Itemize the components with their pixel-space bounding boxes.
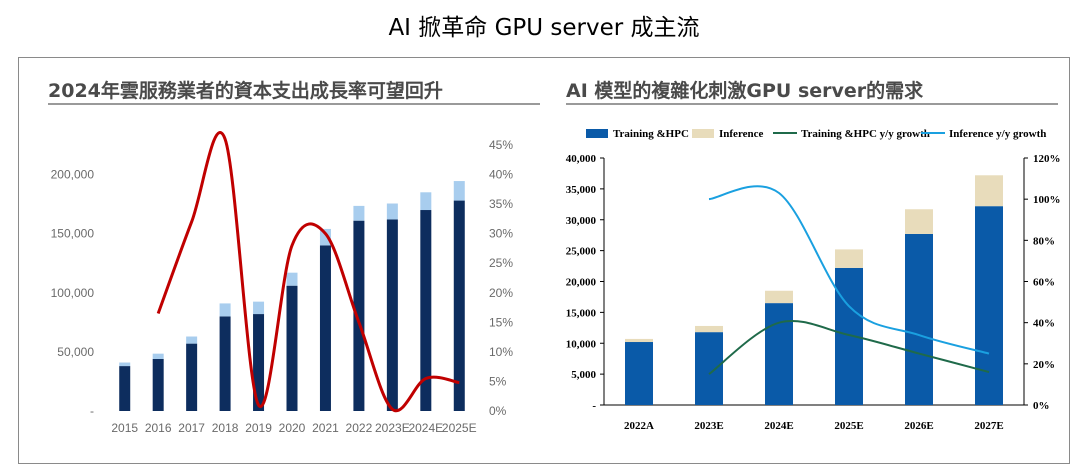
left-y-tick-label: 50,000 bbox=[57, 345, 94, 359]
capex-bar-increment bbox=[219, 303, 231, 317]
left-y-tick-label: 200,000 bbox=[51, 168, 95, 182]
right-y-tick-label: 20% bbox=[489, 286, 513, 300]
left-y-tick-label: 20,000 bbox=[566, 277, 597, 289]
legend-label: Inference bbox=[719, 128, 764, 140]
capex-bar-increment bbox=[286, 272, 298, 286]
capex-bar-increment bbox=[253, 301, 265, 315]
right-y-tick-label: 80% bbox=[1033, 235, 1055, 247]
left-y-tick-label: 100,000 bbox=[51, 286, 95, 300]
right-y-tick-label: 120% bbox=[1033, 153, 1061, 165]
left-y-tick-label: 30,000 bbox=[566, 215, 597, 227]
inference-bar bbox=[625, 338, 653, 343]
inference-bar bbox=[835, 249, 863, 268]
left-chart-title: 2024年雲服務業者的資本支出成長率可望回升 bbox=[48, 80, 443, 102]
right-y-tick-label: 45% bbox=[489, 138, 513, 152]
capex-bar-increment bbox=[119, 362, 131, 367]
right-y-tick-label: 5% bbox=[489, 374, 507, 388]
left-y-tick-label: - bbox=[592, 400, 596, 412]
right-y-tick-label: 35% bbox=[489, 197, 513, 211]
right-y-tick-label: 10% bbox=[489, 345, 513, 359]
right-y-tick-label: 0% bbox=[489, 404, 507, 418]
capex-bar bbox=[219, 316, 231, 411]
right-y-tick-label: 0% bbox=[1033, 400, 1050, 412]
capex-bar-increment bbox=[386, 203, 398, 220]
training-bar bbox=[695, 332, 723, 405]
x-tick-label: 2024E bbox=[764, 420, 793, 432]
left-y-tick-label: - bbox=[90, 404, 94, 418]
right-y-tick-label: 100% bbox=[1033, 194, 1061, 206]
capex-bar-increment bbox=[319, 228, 331, 246]
right-y-tick-label: 25% bbox=[489, 256, 513, 270]
training-bar bbox=[975, 206, 1003, 405]
capex-bar bbox=[453, 200, 465, 411]
x-tick-label: 2022 bbox=[346, 421, 373, 435]
x-tick-label: 2024E bbox=[408, 421, 443, 435]
right-title-rule bbox=[566, 103, 1058, 105]
right-y-tick-label: 30% bbox=[489, 227, 513, 241]
x-tick-label: 2025E bbox=[834, 420, 863, 432]
x-tick-label: 2023E bbox=[694, 420, 723, 432]
left-y-tick-label: 35,000 bbox=[566, 184, 597, 196]
capex-bar bbox=[286, 285, 298, 411]
legend-label: Inference y/y growth bbox=[949, 128, 1046, 140]
inference-bar bbox=[695, 325, 723, 333]
page-title: AI 掀革命 GPU server 成主流 bbox=[388, 15, 700, 41]
training-bar bbox=[625, 342, 653, 405]
growth-line bbox=[156, 131, 460, 413]
training-growth-line bbox=[708, 320, 990, 375]
right-y-tick-label: 60% bbox=[1033, 277, 1055, 289]
capex-bar bbox=[119, 366, 131, 411]
capex-bar-increment bbox=[420, 192, 432, 211]
training-bar bbox=[905, 233, 933, 405]
capex-bar bbox=[420, 210, 432, 411]
x-tick-label: 2016 bbox=[145, 421, 172, 435]
inference-bar bbox=[905, 209, 933, 234]
x-tick-label: 2025E bbox=[442, 421, 477, 435]
left-y-tick-label: 40,000 bbox=[566, 153, 597, 165]
legend-swatch bbox=[692, 129, 714, 138]
x-tick-label: 2020 bbox=[279, 421, 306, 435]
x-tick-label: 2022A bbox=[624, 420, 654, 432]
right-chart-title: AI 模型的複雜化刺激GPU server的需求 bbox=[566, 80, 924, 102]
capex-bar bbox=[386, 219, 398, 411]
left-y-tick-label: 10,000 bbox=[566, 338, 597, 350]
left-y-tick-label: 25,000 bbox=[566, 246, 597, 258]
capex-bar bbox=[353, 220, 365, 411]
capex-bar-increment bbox=[186, 336, 198, 344]
x-tick-label: 2017 bbox=[178, 421, 205, 435]
right-y-tick-label: 20% bbox=[1033, 359, 1055, 371]
capex-bar bbox=[152, 358, 164, 411]
left-title-rule bbox=[48, 103, 540, 105]
x-tick-label: 2019 bbox=[245, 421, 272, 435]
capex-bar-increment bbox=[353, 205, 365, 221]
left-y-tick-label: 5,000 bbox=[571, 369, 596, 381]
capex-bar bbox=[319, 245, 331, 411]
right-y-tick-label: 15% bbox=[489, 315, 513, 329]
capex-bar bbox=[186, 343, 198, 411]
right-y-tick-label: 40% bbox=[1033, 318, 1055, 330]
capex-bar-increment bbox=[152, 353, 164, 359]
inference-bar bbox=[765, 290, 793, 304]
x-tick-label: 2027E bbox=[974, 420, 1003, 432]
capex-bar bbox=[253, 314, 265, 411]
x-tick-label: 2021 bbox=[312, 421, 339, 435]
inference-growth-line bbox=[708, 185, 990, 355]
inference-bar bbox=[975, 175, 1003, 207]
x-tick-label: 2026E bbox=[904, 420, 933, 432]
training-bar bbox=[765, 303, 793, 405]
right-y-tick-label: 40% bbox=[489, 168, 513, 182]
legend-label: Training &HPC y/y growth bbox=[801, 128, 930, 140]
x-tick-label: 2023E bbox=[375, 421, 410, 435]
left-y-tick-label: 15,000 bbox=[566, 307, 597, 319]
legend-label: Training &HPC bbox=[613, 128, 689, 140]
left-y-tick-label: 150,000 bbox=[51, 227, 95, 241]
x-tick-label: 2018 bbox=[212, 421, 239, 435]
legend-swatch bbox=[586, 129, 608, 138]
x-tick-label: 2015 bbox=[111, 421, 138, 435]
capex-bar-increment bbox=[453, 181, 465, 201]
